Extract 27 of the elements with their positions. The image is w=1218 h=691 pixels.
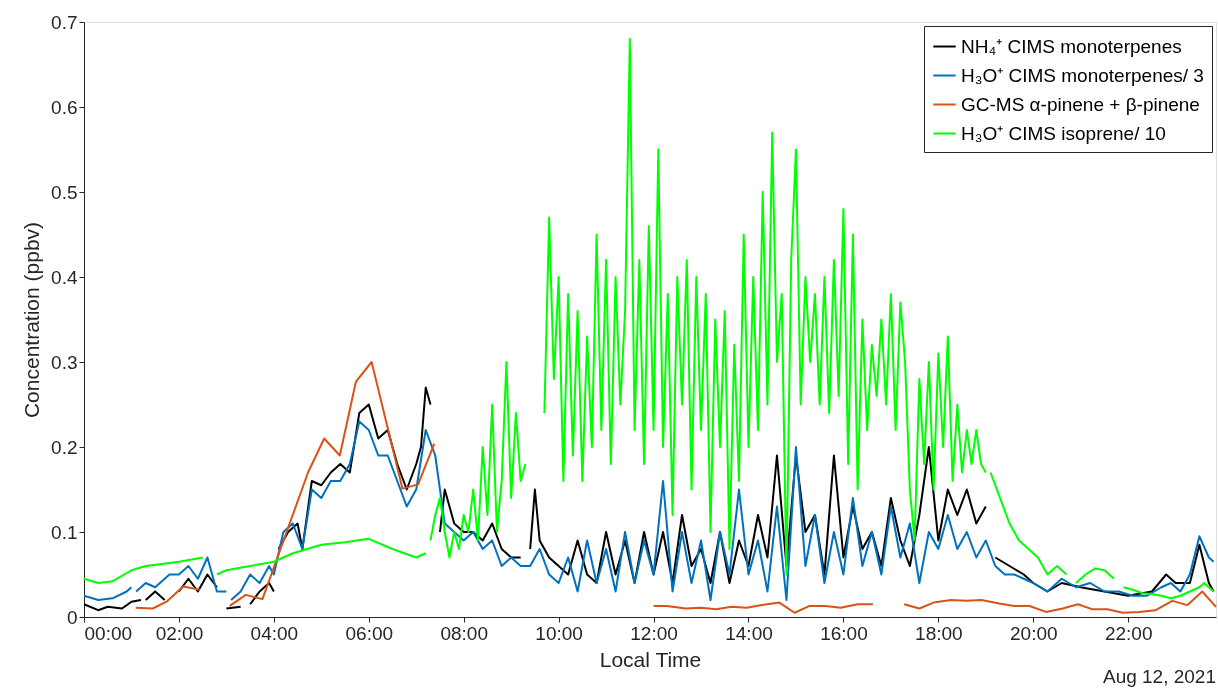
x-tick-label: 04:00 [250, 622, 299, 644]
x-tick-label: 22:00 [1104, 622, 1153, 644]
x-tick-label: 00:00 [84, 622, 133, 644]
x-tick-label: 20:00 [1009, 622, 1058, 644]
y-tick-label: 0.1 [51, 521, 78, 543]
legend-label: GC-MS α-pinene + β-pinene [961, 93, 1200, 115]
legend-label: H₃O⁺ CIMS monoterpenes/ 3 [961, 64, 1204, 86]
x-tick-label: 14:00 [725, 622, 773, 644]
y-tick-label: 0.2 [51, 436, 78, 458]
y-axis-title: Concentration (ppbv) [20, 221, 44, 419]
x-tick-label: 18:00 [915, 622, 963, 644]
y-tick-label: 0 [66, 606, 78, 628]
y-tick-label: 0.7 [51, 11, 78, 33]
x-tick-label: 06:00 [345, 622, 394, 644]
x-axis-title: Local Time [599, 647, 702, 671]
x-tick-label: 08:00 [440, 622, 488, 644]
x-tick-label: 12:00 [630, 622, 678, 644]
legend-label: NH₄⁺ CIMS monoterpenes [961, 35, 1182, 57]
x-tick-label: 02:00 [155, 622, 204, 644]
y-tick-label: 0.3 [51, 351, 78, 373]
y-tick-label: 0.5 [51, 181, 78, 203]
x-tick-label: 10:00 [535, 622, 583, 644]
x-tick-label: 16:00 [820, 622, 868, 644]
y-tick-label: 0.6 [51, 96, 78, 118]
y-tick-label: 0.4 [51, 266, 78, 288]
text: Aug 12, 2021 [1102, 666, 1216, 687]
legend-label: H₃O⁺ CIMS isoprene/ 10 [961, 122, 1166, 144]
